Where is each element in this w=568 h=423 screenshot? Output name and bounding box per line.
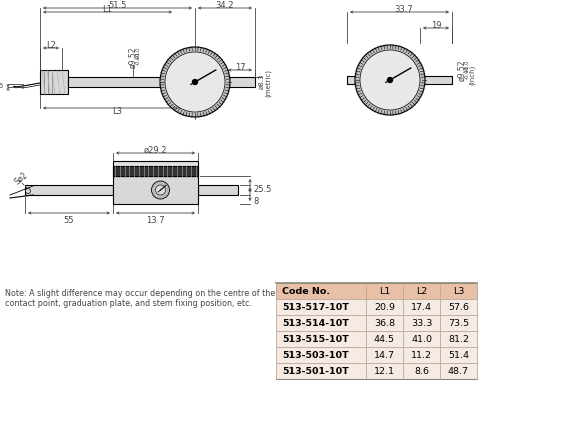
Bar	[366, 331, 403, 347]
Text: 513-515-10T: 513-515-10T	[282, 335, 349, 343]
Text: 8.6: 8.6	[414, 366, 429, 376]
Text: -0.01: -0.01	[465, 65, 470, 79]
Text: ø29.2: ø29.2	[144, 146, 167, 154]
Bar	[198, 185, 238, 195]
Text: 81.2: 81.2	[448, 335, 469, 343]
Text: L3: L3	[453, 286, 464, 296]
Text: +0.0: +0.0	[136, 46, 140, 60]
Text: contact point, graduation plate, and stem fixing position, etc.: contact point, graduation plate, and ste…	[5, 299, 252, 308]
Bar	[440, 315, 477, 331]
Text: 51.4: 51.4	[448, 351, 469, 360]
Bar	[440, 347, 477, 363]
Text: 55: 55	[64, 216, 74, 225]
Circle shape	[194, 80, 197, 83]
Text: ø9.52: ø9.52	[128, 46, 137, 68]
Bar	[403, 315, 440, 331]
Text: ø8.3: ø8.3	[259, 73, 265, 89]
Text: 33.3: 33.3	[411, 319, 432, 327]
Bar	[420, 76, 452, 84]
Bar	[440, 299, 477, 315]
Bar	[68, 77, 195, 87]
Text: 44.5: 44.5	[374, 335, 395, 343]
Text: +0.0: +0.0	[465, 59, 470, 73]
Bar	[366, 315, 403, 331]
Circle shape	[389, 79, 391, 82]
Text: 13.7: 13.7	[146, 216, 165, 225]
Circle shape	[387, 77, 392, 82]
Bar	[25, 185, 113, 195]
Circle shape	[355, 45, 425, 115]
Circle shape	[193, 80, 198, 85]
Circle shape	[26, 189, 31, 193]
Bar	[403, 283, 440, 299]
Bar	[440, 331, 477, 347]
Text: 20.9: 20.9	[374, 302, 395, 311]
Text: Note: A slight difference may occur depending on the centre of the: Note: A slight difference may occur depe…	[5, 289, 275, 298]
Text: Code No.: Code No.	[282, 286, 330, 296]
Bar	[440, 283, 477, 299]
Bar	[225, 77, 255, 87]
Text: 0.6: 0.6	[0, 83, 4, 89]
Text: 51.5: 51.5	[108, 0, 127, 9]
Bar	[366, 363, 403, 379]
Text: -0.01: -0.01	[136, 51, 140, 65]
Bar	[113, 166, 198, 176]
Bar	[276, 347, 366, 363]
Text: 513-503-10T: 513-503-10T	[282, 351, 349, 360]
Text: 513-517-10T: 513-517-10T	[282, 302, 349, 311]
Bar	[276, 299, 366, 315]
Text: 11.2: 11.2	[411, 351, 432, 360]
Circle shape	[360, 50, 420, 110]
Circle shape	[156, 185, 165, 195]
Text: ø9.52: ø9.52	[457, 59, 466, 81]
Text: L3: L3	[112, 107, 123, 116]
Bar	[366, 283, 403, 299]
Text: 12.1: 12.1	[374, 366, 395, 376]
Text: 33.7: 33.7	[395, 5, 414, 14]
Text: 513-501-10T: 513-501-10T	[282, 366, 349, 376]
Text: L1: L1	[103, 5, 112, 14]
Bar	[403, 363, 440, 379]
Text: 34.2: 34.2	[216, 0, 234, 9]
Text: 17: 17	[235, 63, 245, 71]
Text: (metric): (metric)	[265, 69, 272, 97]
Bar	[276, 283, 366, 299]
Bar	[366, 347, 403, 363]
Text: (inch): (inch)	[469, 65, 475, 85]
Text: 14.7: 14.7	[374, 351, 395, 360]
Text: 513-514-10T: 513-514-10T	[282, 319, 349, 327]
Text: L1: L1	[379, 286, 390, 296]
Text: 19: 19	[431, 20, 441, 30]
Text: L2: L2	[46, 41, 56, 49]
Text: 48.7: 48.7	[448, 366, 469, 376]
Text: 8: 8	[253, 198, 258, 206]
Bar	[276, 315, 366, 331]
Text: 25.5: 25.5	[253, 186, 272, 195]
Bar	[403, 331, 440, 347]
Circle shape	[165, 52, 225, 112]
Bar	[276, 331, 366, 347]
Bar	[40, 70, 68, 94]
Bar	[276, 363, 366, 379]
Text: 73.5: 73.5	[448, 319, 469, 327]
Bar	[440, 363, 477, 379]
Bar	[113, 176, 198, 204]
Circle shape	[160, 47, 230, 117]
Text: 41.0: 41.0	[411, 335, 432, 343]
Bar	[403, 347, 440, 363]
Text: L2: L2	[416, 286, 427, 296]
Text: 17.4: 17.4	[411, 302, 432, 311]
Bar	[113, 161, 198, 176]
Bar	[403, 299, 440, 315]
Bar	[347, 76, 355, 84]
Text: Sø2: Sø2	[13, 170, 30, 186]
Bar	[366, 299, 403, 315]
Circle shape	[152, 181, 169, 199]
Text: 57.6: 57.6	[448, 302, 469, 311]
Text: 36.8: 36.8	[374, 319, 395, 327]
